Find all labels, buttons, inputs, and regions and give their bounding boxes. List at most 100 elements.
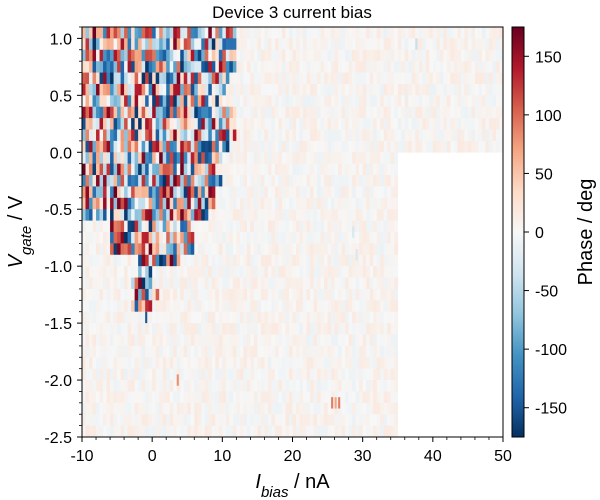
heatmap-cell	[103, 288, 107, 301]
heatmap-cell	[299, 209, 304, 221]
heatmap-cell	[145, 266, 150, 278]
heatmap-cell	[303, 220, 307, 233]
heatmap-cell	[134, 118, 139, 130]
heatmap-cell	[338, 254, 342, 267]
heatmap-cell	[474, 106, 479, 119]
heatmap-cell	[96, 368, 100, 381]
heatmap-cell	[299, 334, 304, 347]
heatmap-cell	[106, 254, 111, 267]
heatmap-cell	[341, 391, 346, 404]
heatmap-cell	[106, 311, 111, 324]
heatmap-cell	[194, 345, 199, 358]
heatmap-cell	[274, 334, 279, 347]
heatmap-cell	[145, 27, 150, 39]
heatmap-cell	[296, 27, 300, 39]
heatmap-cell	[120, 163, 125, 176]
heatmap-cell	[317, 266, 321, 278]
heatmap-cell	[134, 106, 139, 119]
heatmap-cell	[159, 402, 164, 415]
heatmap-cell	[103, 277, 107, 290]
heatmap-cell	[131, 368, 135, 381]
heatmap-cell	[390, 27, 395, 39]
heatmap-cell	[229, 311, 234, 324]
heatmap-cell	[246, 175, 251, 187]
heatmap-cell	[183, 243, 188, 256]
heatmap-cell	[341, 27, 346, 39]
heatmap-cell	[183, 95, 188, 108]
heatmap-cell	[103, 391, 107, 404]
heatmap-cell	[338, 118, 342, 130]
heatmap-cell	[180, 163, 185, 176]
heatmap-cell	[338, 266, 342, 278]
heatmap-cell	[324, 49, 328, 62]
heatmap-cell	[243, 277, 248, 290]
heatmap-cell	[106, 49, 111, 62]
heatmap-cell	[264, 83, 269, 96]
heatmap-cell	[103, 140, 107, 153]
heatmap-cell	[373, 277, 378, 290]
heatmap-cell	[180, 61, 185, 73]
heatmap-cell	[324, 334, 328, 347]
heatmap-cell	[85, 175, 90, 187]
heatmap-cell	[380, 72, 385, 85]
heatmap-cell	[432, 140, 437, 153]
heatmap-cell	[327, 140, 332, 153]
heatmap-cell	[352, 232, 356, 244]
heatmap-cell	[345, 27, 349, 39]
heatmap-cell	[415, 106, 420, 119]
heatmap-cell	[176, 61, 181, 73]
heatmap-cell	[310, 83, 314, 96]
heatmap-cell	[394, 175, 399, 187]
heatmap-cell	[194, 118, 199, 130]
heatmap-cell	[317, 232, 321, 244]
heatmap-cell	[208, 106, 213, 119]
heatmap-cell	[218, 357, 223, 370]
heatmap-cell	[338, 345, 342, 358]
heatmap-cell	[117, 197, 121, 210]
heatmap-cell	[194, 266, 199, 278]
heatmap-cell	[92, 220, 97, 233]
heatmap-cell	[243, 186, 248, 199]
heatmap-cell	[176, 425, 181, 438]
heatmap-cell	[359, 300, 364, 313]
heatmap-cell	[166, 106, 171, 119]
heatmap-cell	[366, 83, 371, 96]
heatmap-cell	[474, 83, 479, 96]
heatmap-cell	[173, 232, 178, 244]
heatmap-cell	[208, 277, 213, 290]
heatmap-cell	[313, 106, 318, 119]
heatmap-cell	[341, 152, 346, 165]
heatmap-cell	[390, 243, 395, 256]
heatmap-cell	[324, 368, 328, 381]
heatmap-cell	[138, 266, 142, 278]
heatmap-cell	[152, 83, 157, 96]
heatmap-cell	[173, 175, 178, 187]
heatmap-cell	[281, 391, 286, 404]
heatmap-cell	[278, 175, 283, 187]
heatmap-cell	[331, 334, 335, 347]
heatmap-cell	[124, 345, 128, 358]
heatmap-cell	[159, 288, 164, 301]
heatmap-cell	[341, 61, 346, 73]
heatmap-cell	[432, 106, 437, 119]
heatmap-cell	[281, 140, 286, 153]
heatmap-cell	[120, 288, 125, 301]
heatmap-cell	[215, 175, 220, 187]
heatmap-cell	[215, 232, 220, 244]
heatmap-cell	[369, 243, 374, 256]
heatmap-cell	[481, 140, 486, 153]
heatmap-cell	[348, 425, 353, 438]
heatmap-cell	[299, 311, 304, 324]
heatmap-cell	[376, 118, 381, 130]
heatmap-cell	[267, 425, 272, 438]
heatmap-cell	[306, 266, 311, 278]
heatmap-cell	[471, 83, 476, 96]
heatmap-cell	[232, 129, 237, 142]
heatmap-cell	[362, 402, 367, 415]
heatmap-cell	[257, 197, 262, 210]
heatmap-cell	[89, 277, 93, 290]
heatmap-cell	[197, 175, 202, 187]
heatmap-cell	[387, 140, 392, 153]
heatmap-cell	[341, 232, 346, 244]
heatmap-cell	[345, 106, 349, 119]
